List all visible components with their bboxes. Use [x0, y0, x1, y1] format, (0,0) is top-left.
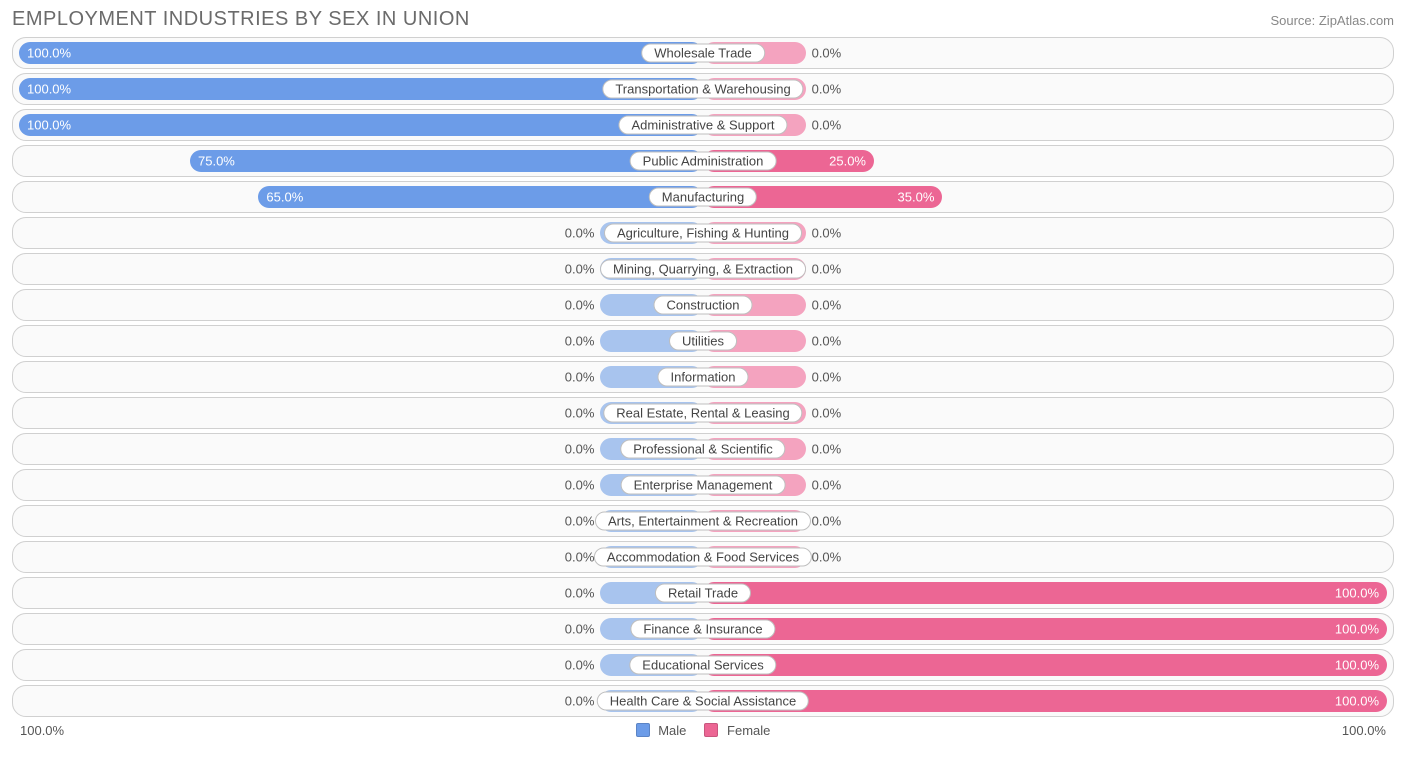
- value-female: 100.0%: [1335, 658, 1387, 673]
- chart-legend: Male Female: [636, 723, 771, 738]
- value-female: 0.0%: [812, 334, 842, 349]
- value-male: 0.0%: [565, 658, 595, 673]
- value-female: 0.0%: [812, 550, 842, 565]
- bar-male: [190, 150, 703, 172]
- value-female: 100.0%: [1335, 694, 1387, 709]
- value-female: 0.0%: [812, 262, 842, 277]
- value-male: 0.0%: [565, 262, 595, 277]
- value-male: 0.0%: [565, 694, 595, 709]
- chart-title: EMPLOYMENT INDUSTRIES BY SEX IN UNION: [12, 8, 470, 31]
- female-swatch-icon: [704, 723, 718, 737]
- value-male: 65.0%: [258, 190, 303, 205]
- value-male: 0.0%: [565, 550, 595, 565]
- row-label: Mining, Quarrying, & Extraction: [600, 260, 806, 279]
- row-label: Utilities: [669, 332, 737, 351]
- value-male: 100.0%: [19, 118, 71, 133]
- chart-row: 0.0% 0.0%Arts, Entertainment & Recreation: [12, 505, 1394, 537]
- chart-row: 0.0% 0.0% Agriculture, Fishing & Hunting: [12, 217, 1394, 249]
- value-female: 0.0%: [812, 82, 842, 97]
- chart-row: 0.0% 100.0% Finance & Insurance: [12, 613, 1394, 645]
- value-female: 0.0%: [812, 514, 842, 529]
- chart-rows: 100.0% 0.0% Wholesale Trade 100.0% 0.0% Trans…: [12, 37, 1394, 717]
- chart-row: 0.0% 0.0% Real Estate, Rental & Leasing: [12, 397, 1394, 429]
- row-label: Construction: [654, 296, 753, 315]
- value-male: 0.0%: [565, 514, 595, 529]
- value-female: 0.0%: [812, 370, 842, 385]
- axis-left-label: 100.0%: [20, 723, 64, 738]
- chart-row: 75.0% 25.0% Public Administration: [12, 145, 1394, 177]
- value-female: 0.0%: [812, 478, 842, 493]
- row-label: Wholesale Trade: [641, 44, 765, 63]
- value-male: 0.0%: [565, 442, 595, 457]
- value-female: 0.0%: [812, 226, 842, 241]
- chart-row: 0.0% 0.0% Mining, Quarrying, & Extraction: [12, 253, 1394, 285]
- value-female: 100.0%: [1335, 586, 1387, 601]
- row-label: Finance & Insurance: [630, 620, 775, 639]
- value-male: 0.0%: [565, 586, 595, 601]
- chart-row: 100.0% 0.0% Administrative & Support: [12, 109, 1394, 141]
- row-label: Professional & Scientific: [620, 440, 785, 459]
- row-label: Real Estate, Rental & Leasing: [603, 404, 802, 423]
- value-male: 0.0%: [565, 334, 595, 349]
- value-male: 0.0%: [565, 478, 595, 493]
- bar-female: [703, 654, 1387, 676]
- bar-male: [258, 186, 703, 208]
- legend-female-label: Female: [727, 723, 770, 738]
- row-label: Manufacturing: [649, 188, 757, 207]
- row-label: Health Care & Social Assistance: [597, 692, 809, 711]
- row-label: Enterprise Management: [621, 476, 786, 495]
- value-male: 75.0%: [190, 154, 235, 169]
- bar-female: [703, 582, 1387, 604]
- chart-header: EMPLOYMENT INDUSTRIES BY SEX IN UNION So…: [12, 8, 1394, 31]
- row-label: Information: [657, 368, 748, 387]
- value-male: 0.0%: [565, 622, 595, 637]
- value-female: 35.0%: [898, 190, 943, 205]
- value-male: 0.0%: [565, 406, 595, 421]
- chart-source: Source: ZipAtlas.com: [1270, 13, 1394, 28]
- value-female: 100.0%: [1335, 622, 1387, 637]
- value-male: 100.0%: [19, 46, 71, 61]
- value-male: 0.0%: [565, 226, 595, 241]
- row-label: Agriculture, Fishing & Hunting: [604, 224, 802, 243]
- chart-axis: 100.0% Male Female 100.0%: [12, 721, 1394, 738]
- chart-row: 0.0% 0.0% Professional & Scientific: [12, 433, 1394, 465]
- row-label: Administrative & Support: [618, 116, 787, 135]
- value-male: 100.0%: [19, 82, 71, 97]
- chart-row: 0.0% 100.0% Health Care & Social Assistanc…: [12, 685, 1394, 717]
- chart-row: 0.0% 100.0% Educational Services: [12, 649, 1394, 681]
- value-female: 0.0%: [812, 442, 842, 457]
- bar-male: [19, 78, 703, 100]
- bar-male: [19, 114, 703, 136]
- value-male: 0.0%: [565, 370, 595, 385]
- bar-male: [19, 42, 703, 64]
- value-female: 0.0%: [812, 406, 842, 421]
- bar-female: [703, 618, 1387, 640]
- value-male: 0.0%: [565, 298, 595, 313]
- chart-row: 0.0% 0.0% Enterprise Management: [12, 469, 1394, 501]
- chart-row: 100.0% 0.0% Transportation & Warehousing: [12, 73, 1394, 105]
- value-female: 25.0%: [829, 154, 874, 169]
- value-female: 0.0%: [812, 298, 842, 313]
- value-female: 0.0%: [812, 46, 842, 61]
- chart-row: 0.0% 100.0% Retail Trade: [12, 577, 1394, 609]
- row-label: Arts, Entertainment & Recreation: [595, 512, 811, 531]
- chart-row: 0.0% 0.0%Accommodation & Food Services: [12, 541, 1394, 573]
- row-label: Accommodation & Food Services: [594, 548, 812, 567]
- chart-row: 0.0% 0.0% Utilities: [12, 325, 1394, 357]
- legend-male-label: Male: [658, 723, 686, 738]
- row-label: Transportation & Warehousing: [602, 80, 803, 99]
- row-label: Public Administration: [630, 152, 777, 171]
- legend-male: Male: [636, 723, 687, 738]
- chart-row: 0.0% 0.0% Construction: [12, 289, 1394, 321]
- chart-row: 65.0% 35.0% Manufacturing: [12, 181, 1394, 213]
- chart-row: 100.0% 0.0% Wholesale Trade: [12, 37, 1394, 69]
- value-female: 0.0%: [812, 118, 842, 133]
- axis-right-label: 100.0%: [1342, 723, 1386, 738]
- row-label: Retail Trade: [655, 584, 751, 603]
- legend-female: Female: [704, 723, 770, 738]
- male-swatch-icon: [636, 723, 650, 737]
- chart-row: 0.0% 0.0% Information: [12, 361, 1394, 393]
- row-label: Educational Services: [629, 656, 776, 675]
